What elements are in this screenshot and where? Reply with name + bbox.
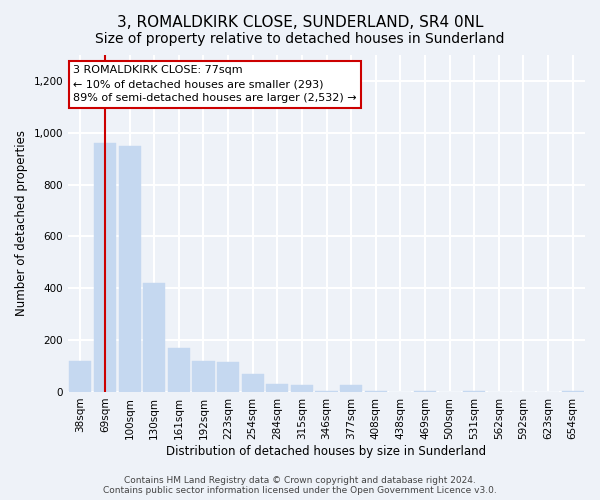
Bar — [217, 362, 239, 392]
Text: 3 ROMALDKIRK CLOSE: 77sqm
← 10% of detached houses are smaller (293)
89% of semi: 3 ROMALDKIRK CLOSE: 77sqm ← 10% of detac… — [73, 65, 357, 103]
Bar — [316, 390, 338, 392]
Bar — [242, 374, 264, 392]
Bar — [266, 384, 289, 392]
Text: 3, ROMALDKIRK CLOSE, SUNDERLAND, SR4 0NL: 3, ROMALDKIRK CLOSE, SUNDERLAND, SR4 0NL — [117, 15, 483, 30]
Y-axis label: Number of detached properties: Number of detached properties — [15, 130, 28, 316]
Bar — [562, 390, 584, 392]
Bar — [69, 361, 91, 392]
Bar — [143, 283, 165, 392]
Bar — [365, 390, 387, 392]
Bar — [291, 386, 313, 392]
Text: Size of property relative to detached houses in Sunderland: Size of property relative to detached ho… — [95, 32, 505, 46]
Bar — [119, 146, 140, 392]
Bar — [193, 361, 215, 392]
Bar — [463, 390, 485, 392]
Bar — [340, 386, 362, 392]
Bar — [168, 348, 190, 392]
Bar — [94, 143, 116, 392]
Bar — [414, 390, 436, 392]
X-axis label: Distribution of detached houses by size in Sunderland: Distribution of detached houses by size … — [166, 444, 487, 458]
Text: Contains HM Land Registry data © Crown copyright and database right 2024.
Contai: Contains HM Land Registry data © Crown c… — [103, 476, 497, 495]
